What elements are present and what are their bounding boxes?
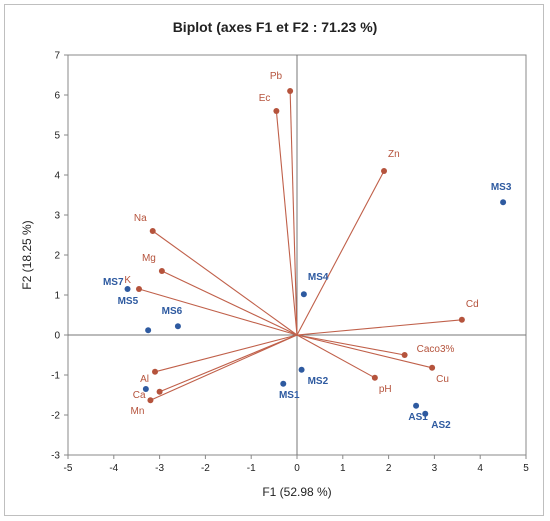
variable-label-cu: Cu (436, 374, 449, 385)
variable-point-ph (371, 374, 378, 381)
observation-point-ms7 (124, 286, 131, 292)
x-tick-label: 1 (340, 463, 346, 474)
variable-label-mn: Mn (131, 406, 145, 417)
variable-point-al (152, 368, 159, 375)
vector-caco3% (296, 334, 405, 356)
vector-al (154, 334, 298, 373)
variable-point-cu (429, 364, 436, 371)
observation-label-as2: AS2 (431, 420, 451, 431)
variable-label-ec: Ec (259, 93, 271, 104)
x-tick-label: -1 (247, 463, 256, 474)
x-tick-label: -5 (64, 463, 73, 474)
variable-label-pb: Pb (270, 71, 283, 82)
vector-na (152, 230, 298, 336)
vector-mn (150, 334, 298, 401)
variable-point-ca (156, 388, 163, 395)
biplot-chart: Biplot (axes F1 et F2 : 71.23 %) -5 -4 -3-… (20, 19, 529, 499)
y-tick-label: 3 (54, 211, 60, 222)
y-tick-label: 2 (54, 251, 60, 262)
chart-title: Biplot (axes F1 et F2 : 71.23 %) (173, 19, 378, 35)
variable-point-k (135, 286, 142, 292)
observation-point-ms1 (280, 380, 287, 387)
variable-label-ca: Ca (133, 390, 146, 401)
variable-point-cd (458, 316, 465, 323)
variable-point-pb (287, 88, 294, 94)
variable-label-caco3%: Caco3% (417, 344, 455, 355)
y-axis-label: F2 (18.25 %) (20, 220, 34, 289)
y-tick-label: 1 (54, 291, 60, 302)
x-axis-label: F1 (52.98 %) (262, 485, 331, 499)
x-tick-label: -2 (201, 463, 210, 474)
x-tick-label: -4 (109, 463, 118, 474)
variable-label-zn: Zn (388, 149, 400, 160)
x-tick-label: 4 (477, 463, 483, 474)
vector-ca (159, 334, 298, 393)
observation-point-ms3 (500, 199, 507, 206)
y-tick-label: 4 (54, 171, 60, 182)
y-tick-label: -2 (51, 411, 60, 422)
variable-point-mg (158, 268, 165, 274)
x-tick-label: -3 (155, 463, 164, 474)
y-axis-ticks: -3 -2 -1 0 1 2 3 4 5 6 7 (51, 51, 68, 462)
variable-point-zn (381, 168, 388, 174)
vector-pb (289, 90, 298, 336)
vector-ph (296, 334, 376, 379)
variable-point-ec (273, 108, 280, 114)
variable-vectors (138, 90, 462, 401)
observation-label-ms4: MS4 (308, 272, 329, 283)
variable-label-k: K (124, 275, 131, 286)
variable-label-mg: Mg (142, 253, 156, 264)
variable-point-mn (147, 397, 154, 404)
observation-point-as1 (413, 402, 420, 409)
x-tick-label: 2 (386, 463, 392, 474)
x-tick-label: 0 (294, 463, 300, 474)
variable-label-al: Al (140, 374, 149, 385)
variable-label-ph: pH (379, 384, 392, 395)
observation-label-ms6: MS6 (162, 306, 183, 317)
y-tick-label: 7 (54, 51, 60, 62)
x-tick-label: 3 (432, 463, 438, 474)
chart-frame: Biplot (axes F1 et F2 : 71.23 %) -5 -4 -3-… (4, 4, 544, 516)
observation-label-ms7: MS7 (103, 277, 124, 288)
y-tick-label: -1 (51, 371, 60, 382)
vector-cd (296, 319, 462, 336)
y-tick-label: 6 (54, 91, 60, 102)
vector-k (138, 288, 298, 336)
x-tick-label: 5 (523, 463, 529, 474)
variable-point-caco3% (401, 352, 408, 358)
observation-point-as2 (422, 410, 429, 417)
y-tick-label: -3 (51, 451, 60, 462)
vector-zn (296, 170, 385, 336)
x-axis-ticks: -5 -4 -3 -2 -1 0 1 2 3 4 5 (64, 455, 529, 474)
vector-mg (161, 270, 298, 336)
observation-label-ms5: MS5 (118, 296, 139, 307)
observation-point-ms6 (174, 323, 181, 330)
observation-label-as1: AS1 (408, 412, 428, 423)
observation-point-ms5 (145, 327, 152, 334)
observation-label-ms3: MS3 (491, 182, 512, 193)
observation-point-ms4 (300, 291, 307, 298)
observation-label-ms2: MS2 (308, 376, 329, 387)
variable-label-cd: Cd (466, 299, 479, 310)
observation-label-ms1: MS1 (279, 390, 300, 401)
y-tick-label: 5 (54, 131, 60, 142)
observation-point-ms2 (298, 366, 305, 373)
vector-ec (275, 110, 298, 336)
vector-cu (296, 334, 433, 369)
observation-point-al_point_cluster (142, 386, 149, 392)
variable-label-na: Na (134, 213, 147, 224)
variable-point-na (149, 228, 156, 234)
variable-points: Pb Ec Zn Na Mg K Cd Caco3% Cu pH Al Ca Mn (124, 71, 478, 417)
y-tick-label: 0 (54, 331, 60, 342)
